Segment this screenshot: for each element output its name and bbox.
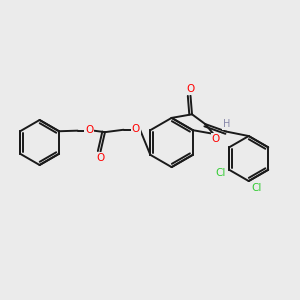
Text: O: O <box>85 125 93 135</box>
Text: O: O <box>96 153 105 163</box>
Text: O: O <box>131 124 140 134</box>
Text: H: H <box>223 119 230 129</box>
Text: Cl: Cl <box>252 183 262 193</box>
Text: Cl: Cl <box>215 168 226 178</box>
Text: O: O <box>186 84 195 94</box>
Text: O: O <box>212 134 220 144</box>
